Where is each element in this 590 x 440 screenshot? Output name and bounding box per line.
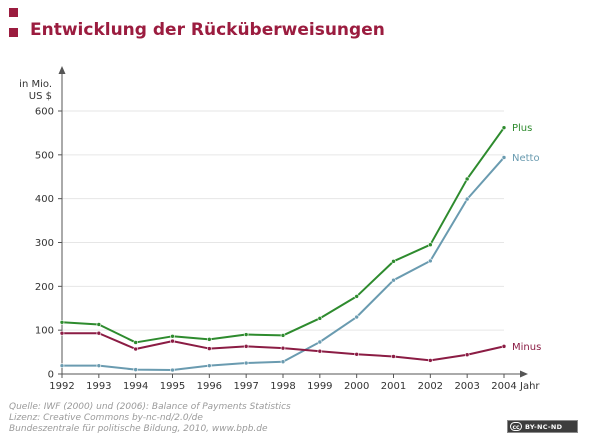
- x-tick-label: 1996: [197, 381, 222, 392]
- data-point-netto: [464, 196, 470, 202]
- x-tick-label: 1997: [233, 381, 258, 392]
- publisher-line: Bundeszentrale für politische Bildung, 2…: [9, 424, 268, 434]
- data-point-plus: [207, 337, 212, 342]
- x-tick-label: 2000: [344, 381, 369, 392]
- series-label-netto: Netto: [512, 153, 540, 164]
- x-tick-label: 2001: [381, 381, 406, 392]
- data-point-plus: [243, 332, 249, 337]
- x-tick-label: 2002: [418, 381, 443, 392]
- series-label-plus: Plus: [512, 123, 532, 134]
- data-point-plus: [354, 294, 359, 299]
- series-label-minus: Minus: [512, 342, 541, 353]
- data-point-plus: [391, 259, 396, 264]
- data-point-plus: [501, 125, 507, 130]
- x-tick-label: 1999: [307, 381, 332, 392]
- x-axis-label: Jahr: [519, 381, 540, 392]
- cc-license-text: BY-NC-ND: [525, 422, 563, 431]
- data-point-minus: [354, 351, 359, 357]
- data-point-netto: [354, 314, 359, 320]
- cc-icon: cc: [510, 422, 522, 431]
- data-point-netto: [280, 359, 286, 365]
- data-point-netto: [59, 363, 65, 368]
- data-point-minus: [280, 345, 286, 351]
- data-point-minus: [170, 338, 175, 344]
- data-point-minus: [207, 346, 212, 351]
- y-tick-label: 200: [35, 282, 54, 293]
- data-point-minus: [133, 346, 138, 352]
- data-point-netto: [317, 339, 323, 345]
- x-tick-label: 1992: [49, 381, 74, 392]
- series-line-plus: [61, 127, 505, 344]
- page-title: Entwicklung der Rücküberweisungen: [30, 20, 385, 40]
- data-point-plus: [280, 333, 286, 338]
- header-decor-square-top: [9, 8, 18, 17]
- source-notes: Quelle: IWF (2000) und (2006): Balance o…: [9, 402, 291, 435]
- data-point-netto: [96, 363, 102, 368]
- data-point-netto: [243, 360, 249, 366]
- x-axis-arrow: [520, 370, 528, 378]
- data-point-netto: [170, 367, 175, 373]
- chart: 0 100 200 300 400 500 600 in Mio.US $ 1992 1993 19…: [19, 66, 541, 392]
- data-point-minus: [428, 358, 433, 363]
- data-point-minus: [501, 344, 507, 349]
- y-axis-label: US $: [29, 91, 52, 102]
- data-point-minus: [243, 344, 249, 349]
- x-tick-label: 1993: [86, 381, 111, 392]
- data-point-minus: [464, 352, 470, 358]
- data-point-minus: [59, 330, 65, 336]
- data-point-netto: [428, 258, 433, 264]
- x-tick-label: 1995: [160, 381, 185, 392]
- data-point-netto: [207, 363, 212, 368]
- data-point-plus: [133, 340, 138, 345]
- license-line: Lizenz: Creative Commons by-nc-nd/2.0/de: [9, 413, 203, 423]
- y-tick-label: 600: [35, 107, 54, 118]
- x-tick-label: 1998: [270, 381, 295, 392]
- data-point-plus: [96, 322, 102, 327]
- data-point-minus: [391, 354, 396, 359]
- data-point-plus: [317, 316, 323, 321]
- y-tick-label: 400: [35, 194, 54, 205]
- y-tick-label: 100: [35, 326, 54, 337]
- y-axis-label: in Mio.: [19, 79, 52, 90]
- data-point-plus: [464, 176, 470, 182]
- data-point-plus: [170, 334, 175, 339]
- x-tick-label: 2004: [491, 381, 516, 392]
- x-tick-label: 2003: [454, 381, 479, 392]
- y-tick-label: 300: [35, 238, 54, 249]
- data-point-plus: [59, 319, 65, 325]
- y-tick-label: 0: [48, 370, 54, 381]
- header-decor-square: [9, 28, 18, 37]
- data-point-netto: [391, 277, 396, 283]
- data-point-plus: [428, 242, 433, 247]
- y-axis-arrow: [58, 66, 66, 74]
- data-point-minus: [96, 330, 102, 336]
- data-point-minus: [317, 348, 323, 354]
- data-point-netto: [501, 155, 507, 160]
- cc-license-badge[interactable]: cc BY-NC-ND: [507, 420, 578, 433]
- source-line: Quelle: IWF (2000) und (2006): Balance o…: [9, 402, 291, 412]
- data-point-netto: [133, 367, 138, 372]
- x-tick-label: 1994: [123, 381, 148, 392]
- y-tick-label: 500: [35, 150, 54, 161]
